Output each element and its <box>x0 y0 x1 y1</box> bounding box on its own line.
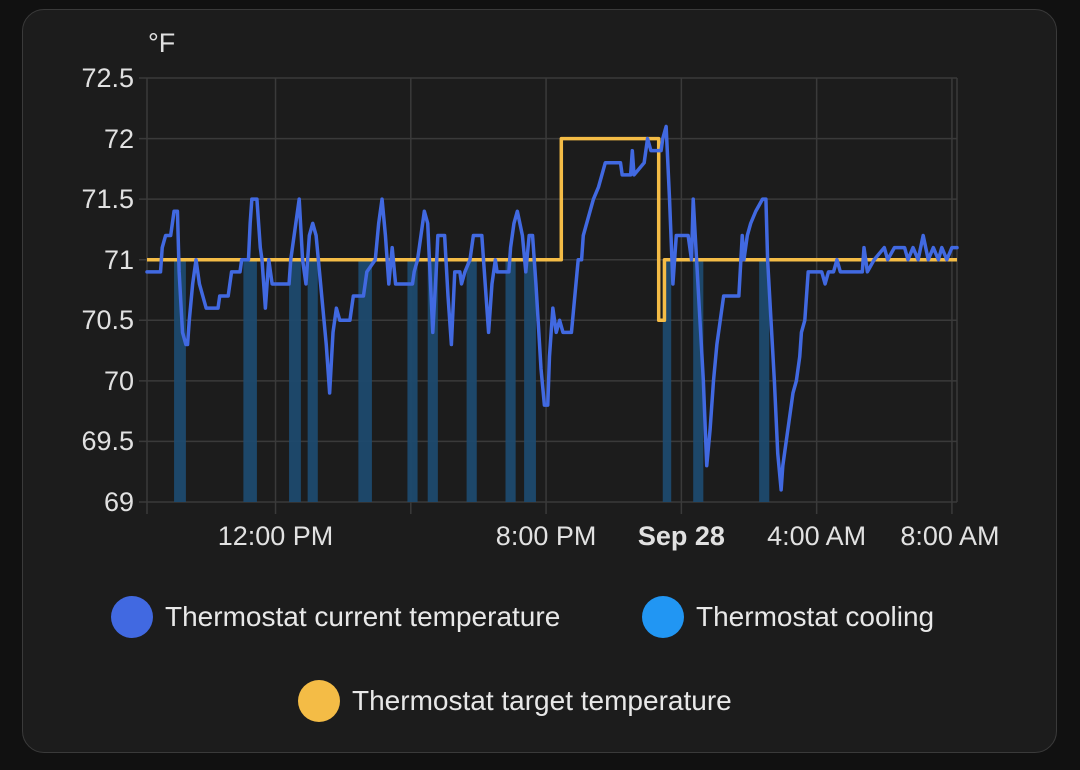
legend-item-target-temperature[interactable]: Thermostat target temperature <box>298 680 732 722</box>
y-tick-label: 72 <box>103 123 134 154</box>
x-tick-label: 8:00 AM <box>900 521 1000 551</box>
chart-grid <box>139 77 958 514</box>
y-tick-label: 72.5 <box>81 63 134 93</box>
cooling-bar <box>243 259 257 502</box>
target-temperature-series <box>147 136 957 323</box>
y-tick-label: 70.5 <box>81 305 134 336</box>
legend-dot-icon <box>298 680 340 722</box>
legend-dot-icon <box>111 596 153 638</box>
cooling-bar <box>505 259 516 502</box>
cooling-bar <box>289 259 301 502</box>
legend-item-cooling[interactable]: Thermostat cooling <box>642 596 934 638</box>
current-temperature-series <box>145 124 959 492</box>
y-tick-label: 70 <box>103 365 134 396</box>
y-tick-label: 71.5 <box>81 184 134 215</box>
cooling-bar <box>759 259 770 502</box>
legend-label: Thermostat cooling <box>696 601 935 632</box>
cooling-bar <box>407 259 418 502</box>
cooling-bar <box>693 259 704 502</box>
x-tick-label: 8:00 PM <box>495 521 597 551</box>
cooling-bar <box>427 259 438 502</box>
y-tick-label: 69.5 <box>81 426 134 457</box>
legend-label: Thermostat current temperature <box>165 601 561 632</box>
legend-label: Thermostat target temperature <box>352 685 732 716</box>
cooling-bar <box>466 259 477 502</box>
x-tick-label: 4:00 AM <box>767 521 867 551</box>
cooling-bar <box>524 259 536 502</box>
cooling-bar <box>662 259 672 502</box>
y-axis-unit-label: °F <box>148 28 176 58</box>
x-tick-label: 12:00 PM <box>217 521 334 551</box>
cooling-series <box>174 259 770 502</box>
cooling-bar <box>358 259 372 502</box>
cooling-bar <box>307 259 318 502</box>
y-tick-label: 71 <box>103 244 134 275</box>
cooling-bar <box>174 259 186 502</box>
x-tick-label: Sep 28 <box>637 521 725 551</box>
legend-dot-icon <box>642 596 684 638</box>
legend-item-current-temperature[interactable]: Thermostat current temperature <box>111 596 560 638</box>
y-tick-label: 69 <box>103 487 134 517</box>
